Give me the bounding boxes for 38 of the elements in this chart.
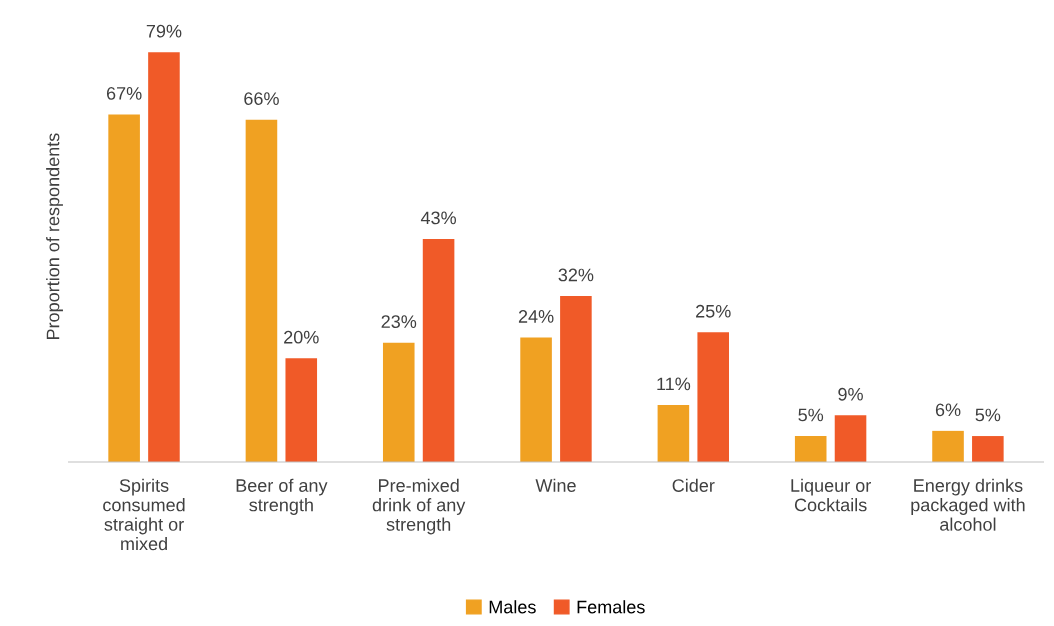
data-label: 32%: [558, 268, 594, 282]
legend-label: Males: [489, 600, 536, 614]
x-tick-label: Spirits consumed straight or mixed: [103, 478, 185, 551]
y-axis-title: Proportion of respondents: [46, 133, 63, 340]
data-label: 5%: [798, 408, 824, 422]
data-label: 67%: [106, 87, 142, 100]
data-label: 11%: [657, 377, 691, 391]
data-label: 66%: [244, 92, 279, 105]
x-tick-label: Beer of any strength: [236, 478, 328, 515]
data-label: 24%: [518, 310, 554, 323]
data-label: 5%: [975, 408, 1001, 422]
data-label: 79%: [146, 24, 182, 38]
data-label: 20%: [284, 330, 319, 344]
bar: [108, 114, 140, 462]
bar: [794, 436, 827, 462]
x-tick-label: Liqueur or Cocktails: [791, 478, 871, 512]
bar: [245, 119, 278, 462]
x-tick-label: Wine: [535, 478, 576, 492]
bar: [520, 337, 552, 462]
data-label: 23%: [381, 315, 417, 329]
x-tick-label: Energy drinks packaged with alcohol: [911, 478, 1025, 531]
data-label: 6%: [935, 403, 961, 417]
data-label: 25%: [696, 304, 731, 318]
bar: [148, 52, 180, 462]
bar: [285, 358, 318, 462]
legend-label: Females: [577, 600, 645, 614]
bar: [560, 296, 592, 462]
bar: [657, 404, 690, 462]
bar: [697, 332, 729, 462]
bar: [972, 436, 1004, 462]
x-tick-label: Cider: [672, 478, 715, 492]
data-label: 9%: [838, 387, 863, 401]
x-tick-label: Pre-mixed drink of any strength: [372, 478, 466, 535]
bar: [834, 415, 867, 462]
bar: [932, 430, 964, 462]
bar: [382, 342, 415, 462]
bar: [422, 238, 455, 462]
data-label: 43%: [420, 211, 457, 225]
